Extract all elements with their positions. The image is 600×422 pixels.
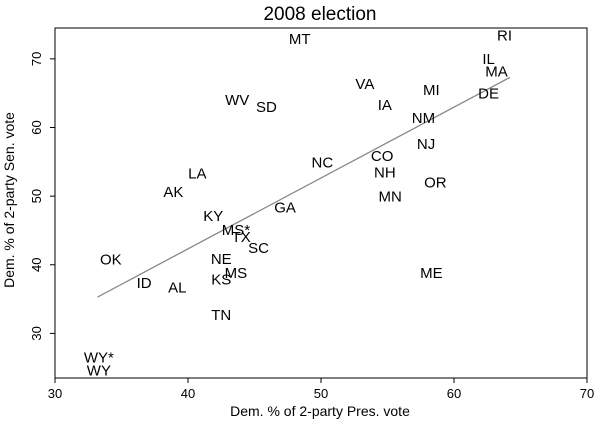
point-label: SD [256,99,277,116]
point-label: IL [482,51,495,68]
point-label: TN [211,307,231,324]
chart-title: 2008 election [263,4,376,25]
point-label: NE [211,251,232,268]
point-label: RI [497,28,512,45]
point-label: MS [225,265,248,282]
point-label: NC [311,155,333,172]
point-label: ID [137,275,152,292]
point-label: WY* [84,350,114,367]
point-label: OK [100,251,122,268]
point-label: TX [232,229,251,246]
y-axis-label: Dem. % of 2-party Sen. vote [1,112,17,288]
point-label: AK [163,184,183,201]
x-tick-label: 70 [580,386,594,401]
y-tick-label: 60 [29,120,44,134]
x-tick-label: 30 [48,386,62,401]
plot-area [54,27,588,379]
point-label: KY [203,208,223,225]
x-axis-label: Dem. % of 2-party Pres. vote [230,403,410,419]
y-tick-label: 30 [29,326,44,340]
point-label: MI [423,82,440,99]
y-tick-label: 70 [29,52,44,66]
point-label: MT [289,31,311,48]
point-label: KS [211,271,231,288]
x-tick-label: 50 [314,386,328,401]
point-label: MS* [222,222,251,239]
point-label: ME [420,265,443,282]
point-label: LA [188,166,206,183]
point-label: NJ [417,136,435,153]
point-label: MN [378,188,401,205]
point-label: WY [87,363,111,380]
x-tick-label: 60 [447,386,461,401]
point-label: NH [374,164,396,181]
point-label: AL [168,280,186,297]
point-label: DE [478,85,499,102]
point-label: IA [378,97,392,114]
point-label: NM [412,110,435,127]
point-label: WV [225,92,249,109]
point-label: SC [248,240,269,257]
point-label: MA [485,63,508,80]
point-label: CO [371,148,394,165]
x-tick-label: 40 [181,386,195,401]
point-label: OR [424,175,447,192]
point-label: VA [355,76,374,93]
y-tick-label: 50 [29,189,44,203]
fit-line [97,76,511,298]
point-label: GA [274,199,296,216]
y-tick-label: 40 [29,258,44,272]
